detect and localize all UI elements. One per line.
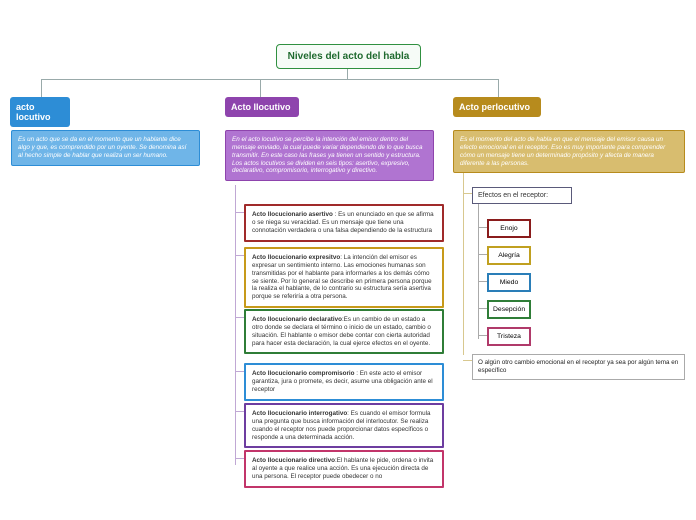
connector <box>235 371 244 372</box>
connector <box>463 170 464 355</box>
subtype-node: Acto Ilocucionario expresitvo: La intenc… <box>244 247 444 308</box>
node-locutivo: acto locutivo <box>10 97 70 127</box>
connector <box>41 79 42 97</box>
connector <box>498 79 499 97</box>
subtype-title: Acto Ilocucionario asertivo <box>252 211 333 218</box>
connector <box>478 335 487 336</box>
diagram-title: Niveles del acto del habla <box>276 44 421 69</box>
subtype-title: Acto Ilocucionario compromisorio <box>252 370 355 377</box>
connector <box>478 254 487 255</box>
subtype-node: Acto Ilocucionario interrogativo: Es cua… <box>244 403 444 448</box>
subtype-node: Acto Ilocucionario asertivo : Es un enun… <box>244 204 444 242</box>
desc-locutivo: Es un acto que se da en el momento que u… <box>11 130 200 166</box>
connector <box>463 193 472 194</box>
connector <box>235 458 244 459</box>
effect-chip: Desepción <box>487 300 531 319</box>
connector <box>235 317 244 318</box>
subtype-text: : La intención del emisor es expresar un… <box>252 254 432 300</box>
connector <box>235 185 236 465</box>
subtype-title: Acto Ilocucionario directivo <box>252 457 335 464</box>
connector <box>260 79 261 97</box>
subtype-node: Acto Ilocucionario directivo:El hablante… <box>244 450 444 488</box>
subtype-title: Acto Ilocucionario expresitvo <box>252 254 340 261</box>
connector <box>41 79 499 80</box>
subtype-title: Acto Ilocucionario interrogativo <box>252 410 347 417</box>
effect-chip: Alegría <box>487 246 531 265</box>
effects-note: O algún otro cambio emocional en el rece… <box>472 354 685 380</box>
connector <box>235 212 244 213</box>
connector <box>478 308 487 309</box>
node-perlocutivo: Acto perlocutivo <box>453 97 541 117</box>
effect-chip: Miedo <box>487 273 531 292</box>
connector <box>235 255 244 256</box>
effect-chip: Enojo <box>487 219 531 238</box>
connector <box>478 281 487 282</box>
connector <box>463 360 472 361</box>
connector <box>478 199 479 339</box>
effect-chip: Tristeza <box>487 327 531 346</box>
desc-perlocutivo: Es el momento del acto de habla en que e… <box>453 130 685 173</box>
connector <box>235 411 244 412</box>
subtype-title: Acto Ilocucionario declarativo <box>252 316 342 323</box>
connector <box>478 227 487 228</box>
desc-ilocutivo: En el acto locutivo se percibe la intenc… <box>225 130 434 181</box>
node-ilocutivo: Acto Ilocutivo <box>225 97 299 117</box>
subtype-node: Acto Ilocucionario declarativo:Es un cam… <box>244 309 444 354</box>
effects-label: Efectos en el receptor: <box>472 187 572 204</box>
subtype-node: Acto Ilocucionario compromisorio : En es… <box>244 363 444 401</box>
